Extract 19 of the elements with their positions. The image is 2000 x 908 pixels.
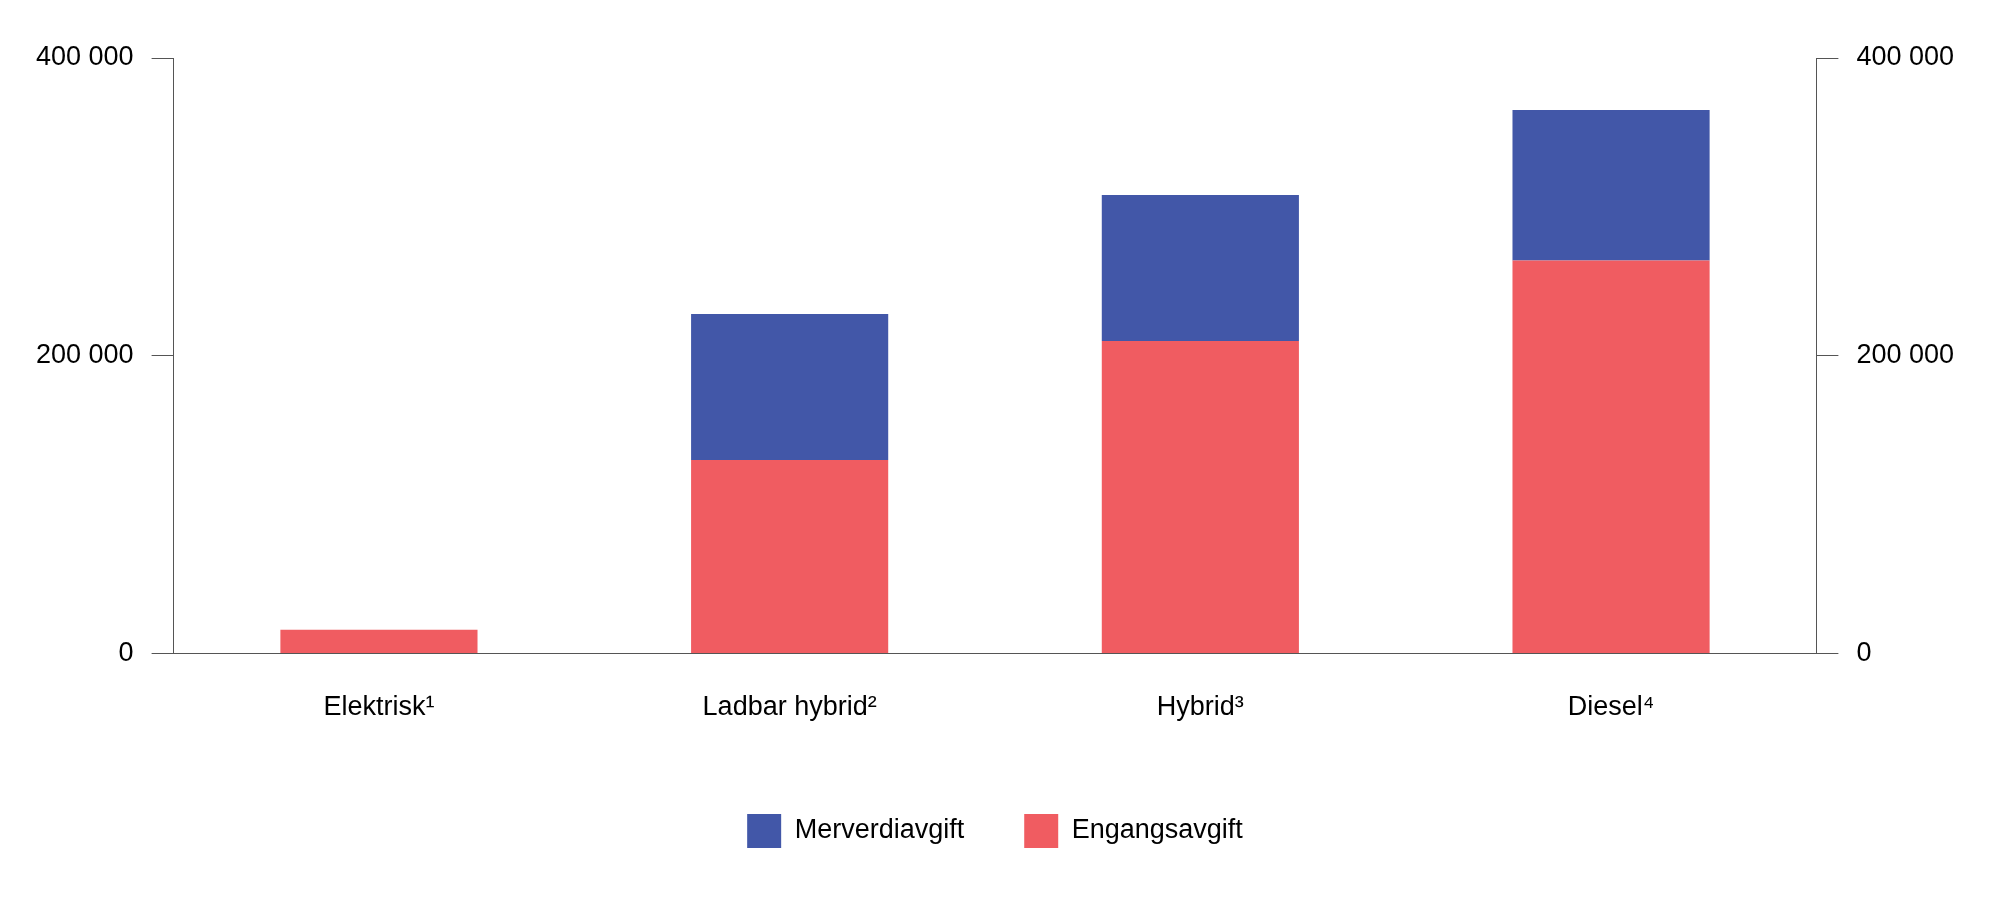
x-tick-label: Diesel⁴: [1567, 691, 1655, 722]
legend-label: Merverdiavgift: [794, 814, 965, 845]
y-tick-label: 200 000: [35, 339, 134, 370]
bar: [691, 460, 889, 654]
bar: [280, 629, 478, 654]
x-tick-label: Elektrisk¹: [323, 691, 435, 722]
bar: [1101, 194, 1299, 341]
bar: [691, 314, 889, 461]
y2-tick-label: 400 000: [1856, 41, 1955, 72]
y-tick-label: 0: [118, 637, 134, 668]
bar: [1101, 340, 1299, 654]
x-tick-label: Ladbar hybrid²: [702, 691, 877, 722]
y2-tick-label: 200 000: [1856, 339, 1955, 370]
y-tick-label: 400 000: [35, 41, 134, 72]
bar: [1512, 260, 1710, 654]
y2-tick-label: 0: [1856, 637, 1872, 668]
legend-label: Engangsavgift: [1071, 814, 1244, 845]
x-tick-label: Hybrid³: [1156, 691, 1244, 722]
bar: [1512, 110, 1710, 261]
